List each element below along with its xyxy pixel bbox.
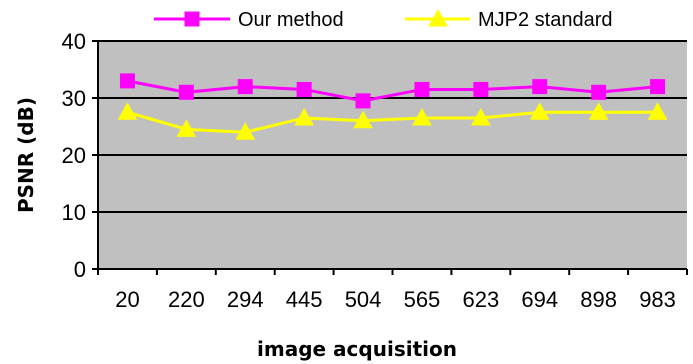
x-tick-label: 623 [462, 287, 499, 312]
x-tick-label: 504 [345, 287, 382, 312]
data-point [235, 122, 256, 140]
x-axis-title: image acquisition [257, 337, 457, 361]
series-line [127, 110, 658, 134]
legend-marker [184, 11, 200, 27]
y-tick-labels: 0 10 20 30 40 [62, 29, 86, 282]
data-point [529, 102, 550, 120]
axes [92, 40, 688, 275]
x-tick-label: 220 [168, 287, 205, 312]
gridlines [98, 40, 687, 213]
x-tick-label: 983 [639, 287, 676, 312]
y-tick-label: 40 [62, 29, 86, 54]
x-tick-label: 294 [227, 287, 264, 312]
series-1 [119, 73, 666, 109]
data-point [176, 119, 197, 137]
data-point [473, 81, 489, 97]
data-point [237, 79, 253, 95]
legend-item: Our method [154, 9, 344, 31]
data-point [591, 84, 607, 100]
x-tick-label: 898 [580, 287, 617, 312]
data-point [470, 107, 491, 126]
data-point [294, 107, 315, 126]
legend-item: MJP2 standard [405, 8, 613, 31]
x-tick-label: 565 [404, 287, 441, 312]
legend-marker [428, 8, 448, 27]
data-point [119, 73, 135, 89]
series-layer [117, 73, 668, 140]
legend: Our method MJP2 standard [154, 8, 613, 31]
x-tick-label: 694 [521, 287, 558, 312]
data-point [355, 93, 371, 109]
y-tick-label: 10 [62, 200, 86, 225]
y-axis-title: PSNR (dB) [14, 97, 38, 213]
x-tick-label: 445 [286, 287, 323, 312]
data-point [650, 79, 666, 95]
data-point [647, 102, 668, 120]
y-tick-label: 0 [74, 257, 86, 282]
x-tick-labels: 20 220 294 445 504 565 623 694 898 983 [115, 287, 676, 312]
data-point [296, 81, 312, 97]
data-point [117, 102, 138, 120]
data-point [353, 110, 373, 129]
series-line [127, 79, 658, 103]
data-point [532, 79, 548, 95]
legend-label: MJP2 standard [478, 9, 613, 31]
data-point [588, 102, 609, 120]
x-tick-label: 20 [115, 287, 139, 312]
data-point [178, 84, 194, 100]
series-2 [117, 102, 668, 140]
legend-label: Our method [238, 9, 344, 31]
y-tick-label: 30 [62, 86, 86, 111]
y-tick-label: 20 [62, 143, 86, 168]
data-point [412, 107, 432, 126]
data-point [414, 81, 430, 97]
